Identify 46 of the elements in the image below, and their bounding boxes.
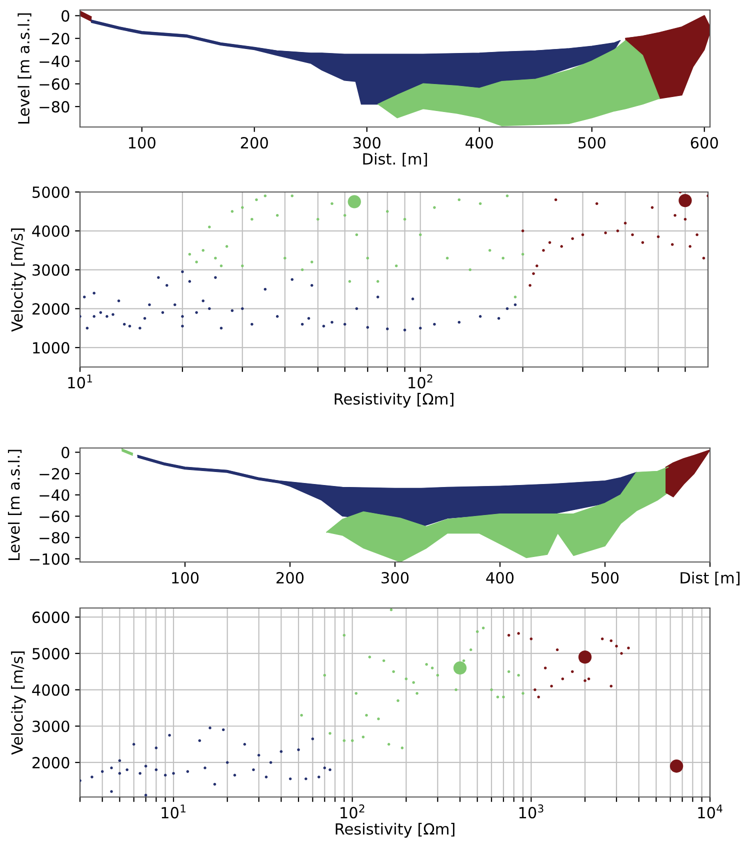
x-axis-title: Resistivity [Ωm] (334, 392, 454, 408)
x-tick-label: 400 (486, 572, 514, 584)
x-axis-title: Dist. [m] (363, 152, 427, 167)
y-tick-label: −60 (40, 78, 70, 90)
x-tick-label: 100 (128, 136, 156, 149)
y-tick-label: −80 (40, 532, 70, 544)
y-tick-label: −40 (40, 489, 70, 501)
y-axis-title: Level [m a.s.l.] (18, 13, 32, 124)
x-tick-label: 100 (172, 572, 199, 584)
y-tick-label: 3000 (32, 264, 70, 276)
x-tick-label: 200 (240, 136, 268, 149)
y-tick-label: 0 (62, 10, 70, 22)
y-tick-label: 4000 (32, 225, 70, 237)
y-tick-label: −100 (30, 553, 70, 565)
x-tick-label: 10$^{2}$ (408, 374, 432, 388)
y-tick-label: −20 (40, 32, 70, 44)
y-tick-label: 3000 (32, 720, 70, 732)
x-tick-label: 600 (690, 136, 718, 149)
x-tick-label: 10$^{1}$ (162, 804, 186, 818)
y-axis-title: Level [m a.s.l.] (8, 450, 22, 560)
y-tick-label: −40 (40, 56, 70, 68)
y-tick-label: 2000 (32, 303, 70, 315)
x-tick-label: 10$^{2}$ (340, 804, 364, 818)
y-axis-title: Velocity [m/s] (11, 228, 26, 332)
y-tick-label: 2000 (32, 756, 70, 768)
y-tick-label: 5000 (32, 186, 70, 198)
x-tick-label: 10$^{3}$ (519, 804, 544, 818)
y-tick-label: 0 (62, 446, 70, 458)
y-axis-title: Velocity [m/s] (11, 651, 26, 755)
x-tick-label: 300 (382, 572, 409, 584)
x-tick-label: 200 (276, 572, 304, 584)
y-tick-label: −80 (40, 101, 70, 113)
x-tick-label: 300 (353, 136, 380, 149)
y-tick-label: −60 (40, 510, 70, 522)
x-tick-label: 10$^{4}$ (698, 804, 722, 818)
x-tick-label: 10$^{1}$ (68, 374, 92, 388)
y-tick-label: 6000 (32, 612, 70, 624)
x-tick-label: 500 (592, 572, 619, 584)
x-tick-label: 400 (466, 136, 493, 149)
x-tick-label: 500 (578, 136, 606, 149)
y-tick-label: 1000 (33, 342, 70, 354)
x-axis-title: Resistivity [Ωm] (336, 822, 454, 838)
y-tick-label: 5000 (32, 648, 70, 660)
y-tick-label: −20 (40, 468, 70, 480)
x-tick-label: Dist [m] (680, 572, 740, 586)
y-tick-label: 4000 (32, 684, 70, 696)
